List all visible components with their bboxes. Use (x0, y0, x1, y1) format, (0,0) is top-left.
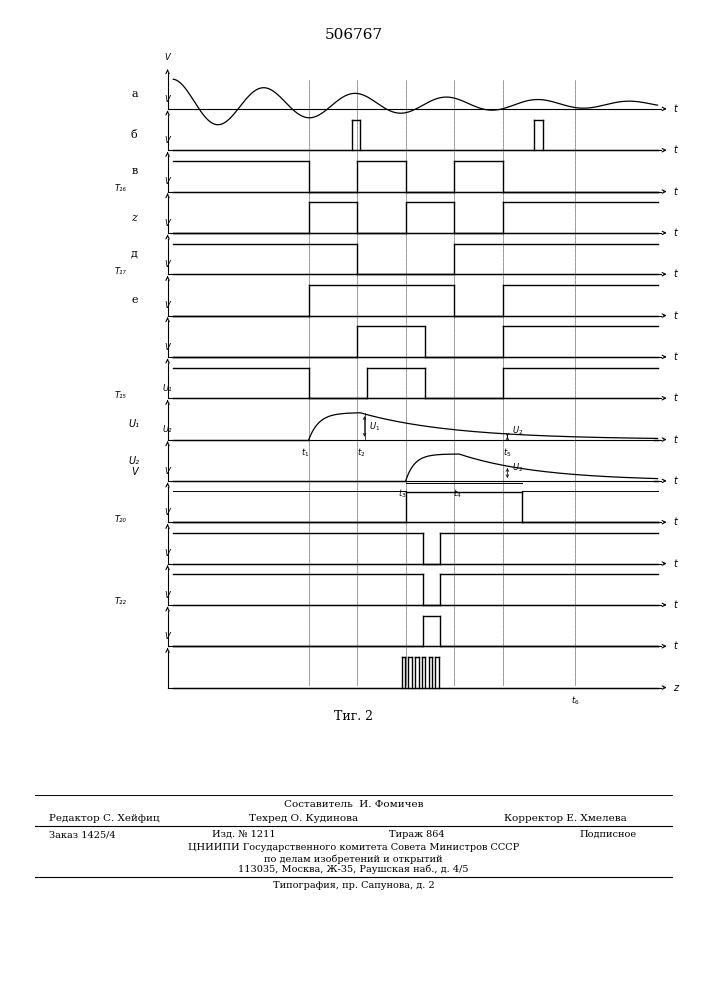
Text: T₁₇: T₁₇ (115, 267, 126, 276)
Text: t: t (673, 311, 677, 321)
Text: Корректор Е. Хмелева: Корректор Е. Хмелева (504, 814, 627, 823)
Text: в: в (132, 166, 137, 176)
Text: t: t (673, 600, 677, 610)
Text: V: V (165, 219, 170, 228)
Text: U₂: U₂ (163, 425, 173, 434)
Text: V: V (165, 549, 170, 558)
Text: t: t (673, 228, 677, 238)
Text: $t_4$: $t_4$ (453, 488, 462, 500)
Text: V: V (165, 301, 170, 310)
Text: е: е (131, 295, 138, 305)
Text: д: д (131, 249, 138, 259)
Text: $t_6$: $t_6$ (571, 695, 580, 707)
Text: V: V (131, 467, 138, 477)
Text: V: V (165, 467, 170, 476)
Text: Подписное: Подписное (580, 830, 637, 839)
Text: z: z (672, 683, 678, 693)
Text: б: б (131, 130, 138, 140)
Text: по делам изобретений и открытий: по делам изобретений и открытий (264, 854, 443, 863)
Text: V: V (165, 591, 170, 600)
Text: T₂₂: T₂₂ (115, 597, 126, 606)
Text: Составитель  И. Фомичев: Составитель И. Фомичев (284, 800, 423, 809)
Text: U₁: U₁ (163, 384, 173, 393)
Text: 506767: 506767 (325, 28, 382, 42)
Text: t: t (673, 145, 677, 155)
Text: t: t (673, 104, 677, 114)
Text: t: t (673, 476, 677, 486)
Text: t: t (673, 187, 677, 197)
Text: V: V (165, 260, 170, 269)
Text: Изд. № 1211: Изд. № 1211 (212, 830, 276, 839)
Text: z: z (132, 213, 137, 223)
Text: $U_2$: $U_2$ (513, 424, 523, 437)
Text: $t_1$: $t_1$ (301, 447, 310, 459)
Text: ЦНИИПИ Государственного комитета Совета Министров СССР: ЦНИИПИ Государственного комитета Совета … (188, 843, 519, 852)
Text: $t_5$: $t_5$ (503, 447, 512, 459)
Text: t: t (673, 641, 677, 651)
Text: t: t (673, 517, 677, 527)
Text: Заказ 1425/4: Заказ 1425/4 (49, 830, 116, 839)
Text: $t_2$: $t_2$ (356, 447, 365, 459)
Text: $U_2$: $U_2$ (513, 462, 523, 474)
Text: U₁: U₁ (129, 419, 140, 429)
Text: t: t (673, 393, 677, 403)
Text: T₁₅: T₁₅ (115, 391, 126, 400)
Text: V: V (165, 136, 170, 145)
Text: t: t (673, 352, 677, 362)
Text: V: V (165, 632, 170, 641)
Text: V: V (165, 177, 170, 186)
Text: V: V (165, 508, 170, 517)
Text: Τиг. 2: Τиг. 2 (334, 710, 373, 723)
Text: Типография, пр. Сапунова, д. 2: Типография, пр. Сапунова, д. 2 (273, 881, 434, 890)
Text: T₁₆: T₁₆ (115, 184, 126, 193)
Text: U₂: U₂ (129, 456, 140, 466)
Text: T₂₀: T₂₀ (115, 515, 126, 524)
Text: Техред О. Кудинова: Техред О. Кудинова (250, 814, 358, 823)
Text: V: V (165, 343, 170, 352)
Text: Тираж 864: Тираж 864 (389, 830, 445, 839)
Text: t: t (673, 559, 677, 569)
Text: а: а (131, 89, 138, 99)
Text: V: V (165, 95, 170, 104)
Text: t: t (673, 435, 677, 445)
Text: $t_3$: $t_3$ (398, 488, 407, 500)
Text: t: t (673, 269, 677, 279)
Text: Редактор С. Хейфиц: Редактор С. Хейфиц (49, 814, 160, 823)
Text: 113035, Москва, Ж-35, Раушская наб., д. 4/5: 113035, Москва, Ж-35, Раушская наб., д. … (238, 865, 469, 874)
Text: $U_1$: $U_1$ (369, 420, 380, 433)
Text: V: V (165, 53, 170, 62)
